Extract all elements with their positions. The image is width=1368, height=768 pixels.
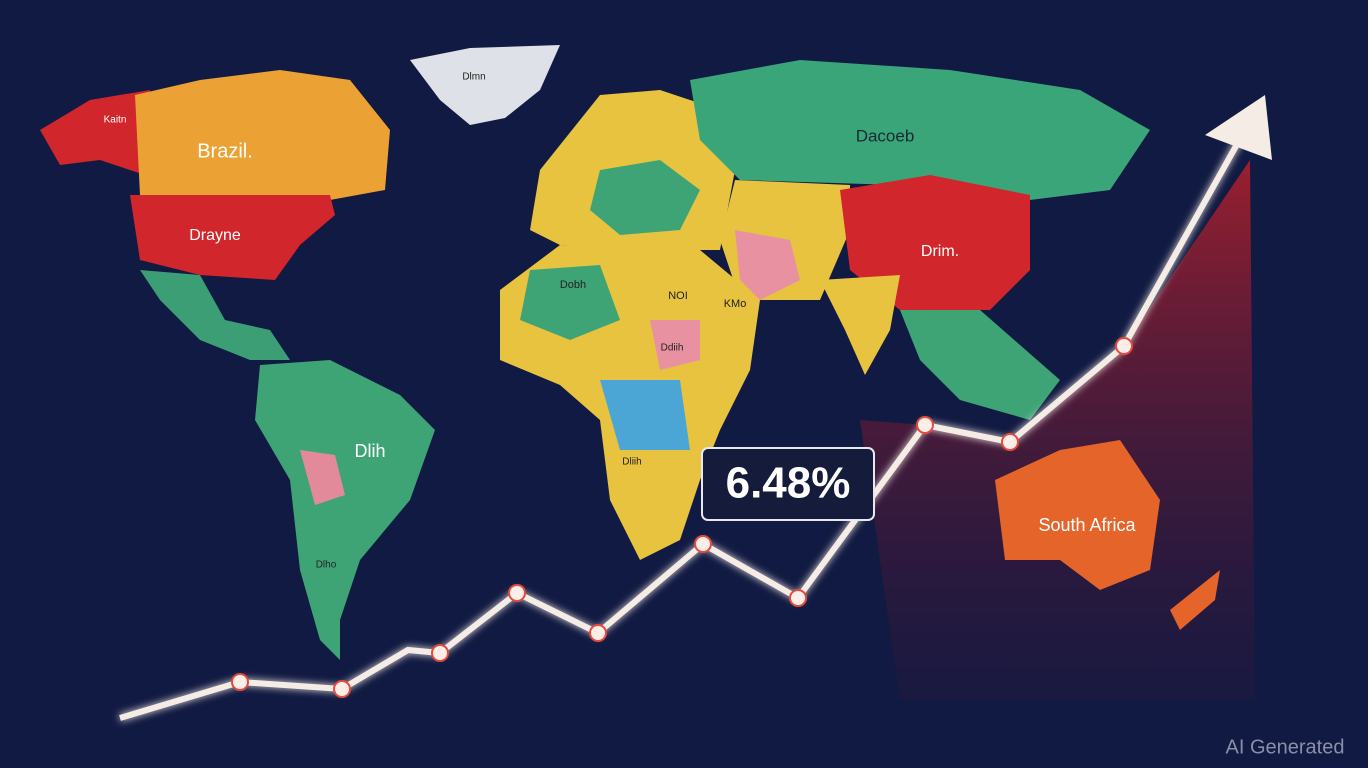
callout-box [701,447,875,521]
russia [690,60,1150,200]
south-america [255,360,435,660]
trend-point [916,416,934,434]
map-label: Kaitn [104,115,127,126]
middle-east [735,230,800,300]
map-label: KMo [724,298,747,310]
trend-point [694,535,712,553]
trend-point [231,673,249,691]
map-label: Dlih [354,441,385,461]
map-label: Dliih [622,457,641,468]
australia [995,440,1160,590]
map-label: Ddiih [661,343,684,354]
map-label: Drayne [189,227,241,244]
trend-point [333,680,351,698]
trend-points [231,337,1133,698]
map-label: Brazil. [197,140,253,162]
usa [130,195,335,280]
africa-region-1 [520,265,620,340]
trend-area [860,160,1255,700]
canada [135,70,390,200]
trend-point [789,589,807,607]
continents [40,45,1220,660]
map-label: Drim. [921,243,959,260]
new-zealand [1170,570,1220,630]
trend-point [431,644,449,662]
map-label: Dobh [560,279,586,291]
callout-value: 6.48% [726,459,851,508]
africa-region-2 [600,380,690,450]
map-label: Dacoeb [856,126,915,145]
trend-point [508,584,526,602]
europe-region [590,160,700,235]
south-america-region [300,450,345,505]
trend-arrowhead [1205,95,1272,160]
trend-point [589,624,607,642]
map-label: Dlmn [462,72,485,83]
trend-point [1115,337,1133,355]
map-label: South Africa [1038,515,1136,535]
watermark: AI Generated [1226,736,1345,758]
map-label: Dlho [316,560,337,571]
trend-point [1001,433,1019,451]
greenland [410,45,560,125]
alaska [40,90,150,175]
africa-region-3 [650,320,700,370]
india [820,275,900,375]
southeast-asia [900,310,1060,420]
mexico [140,270,290,360]
map-label: NOI [668,290,688,302]
